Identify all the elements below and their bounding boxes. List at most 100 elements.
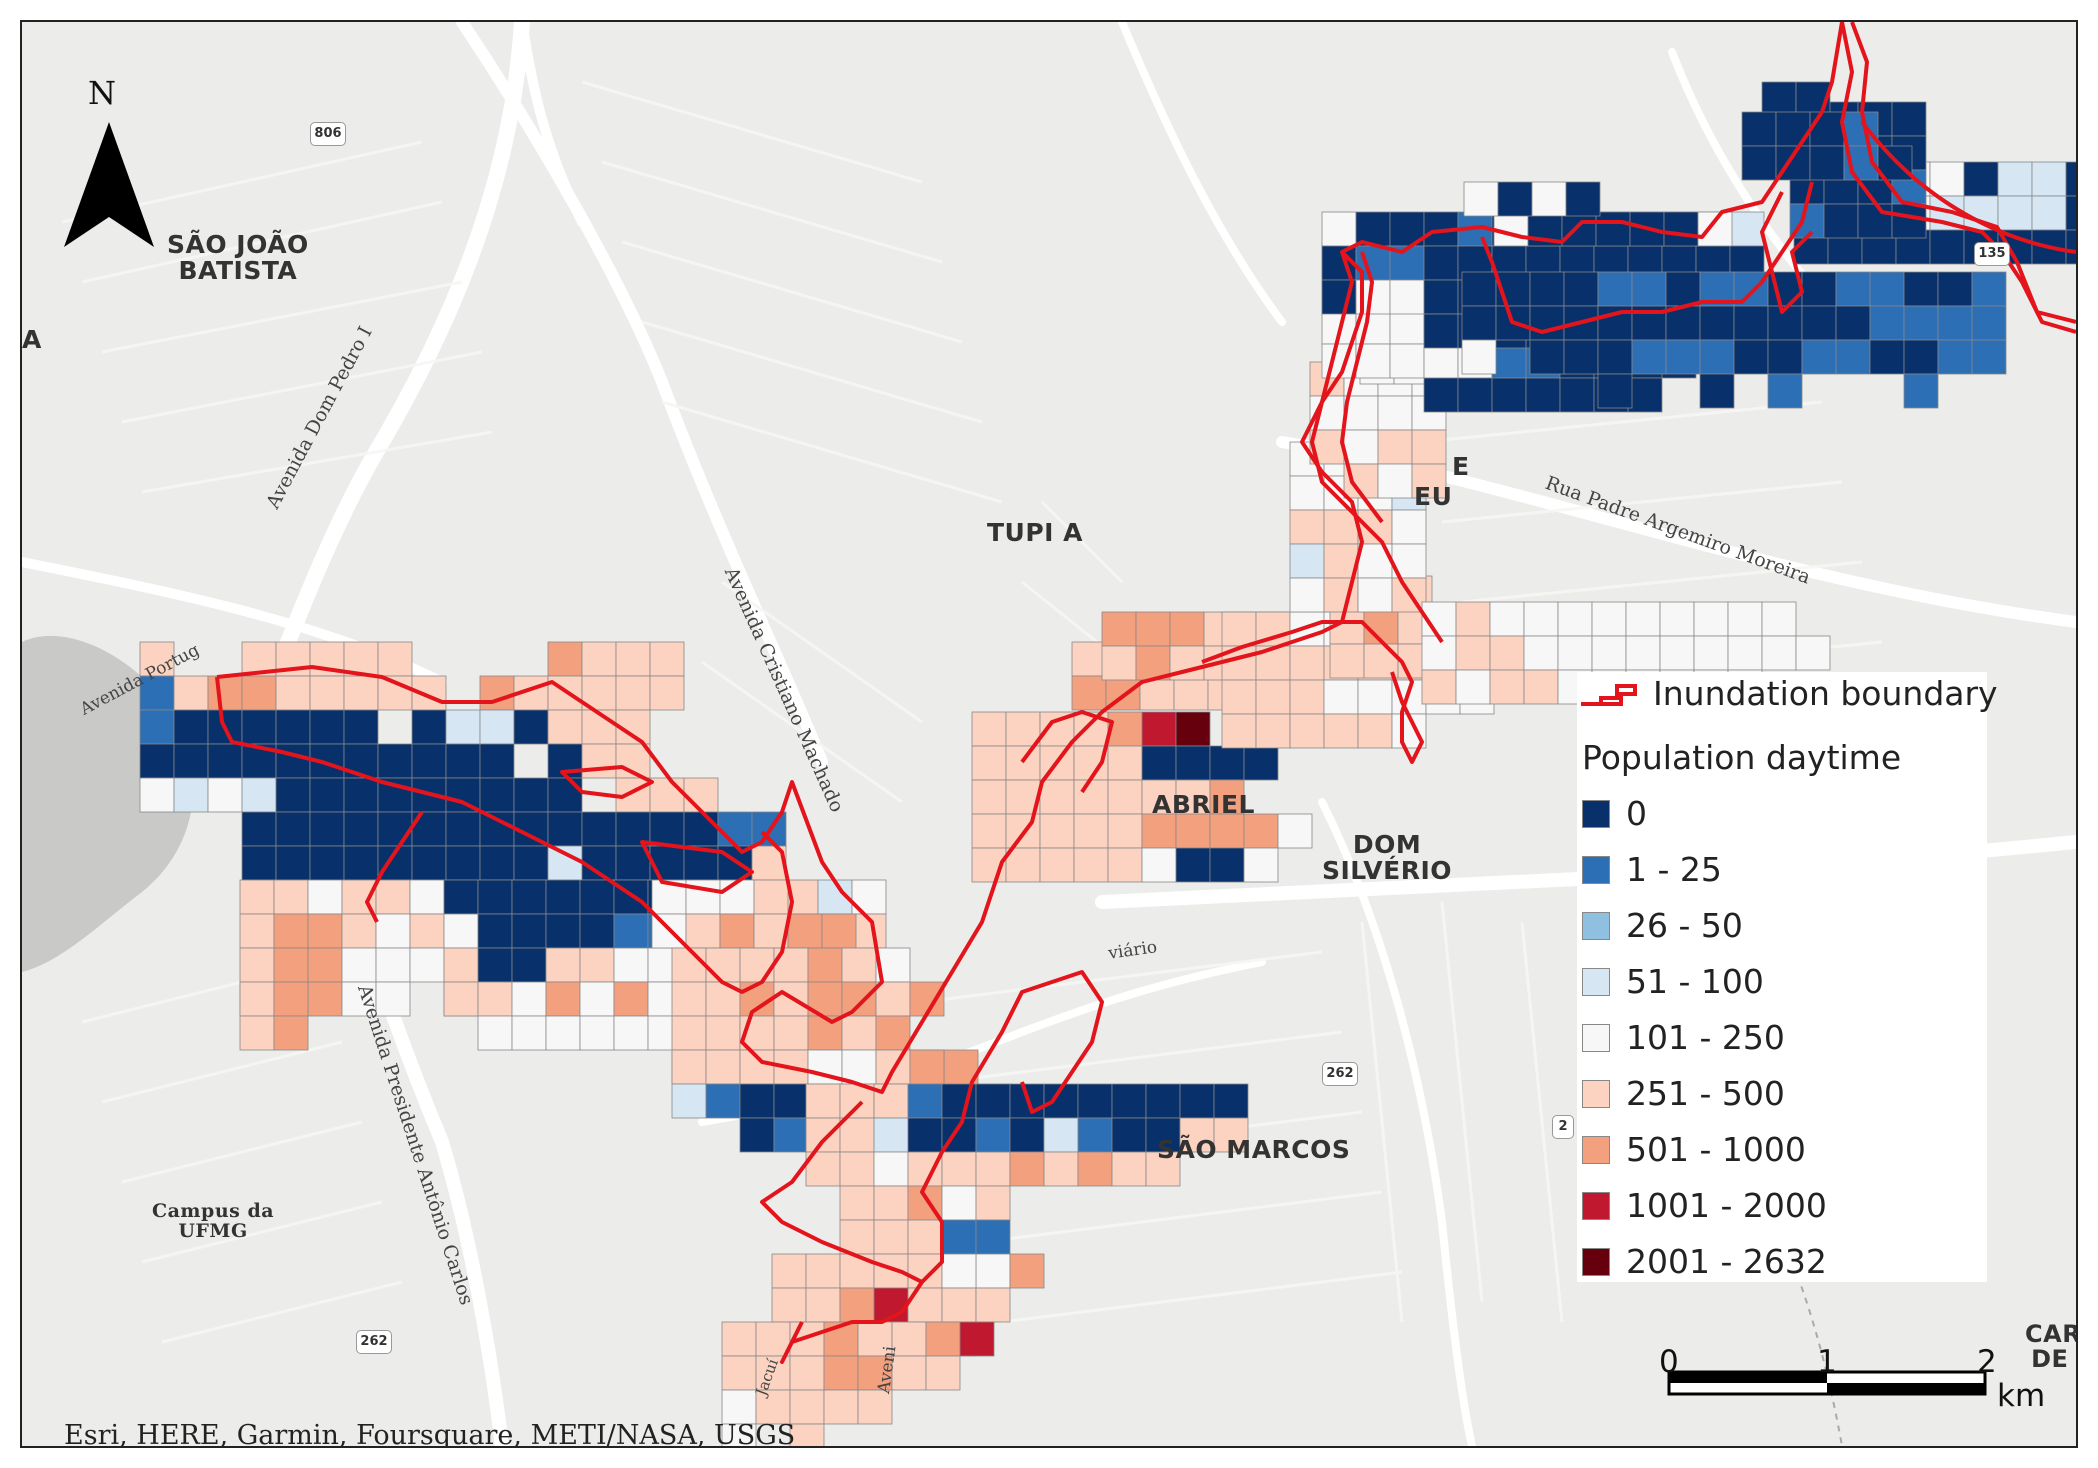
population-cell: [1835, 305, 1871, 341]
population-cell: [1107, 813, 1143, 849]
population-cell: [705, 1015, 741, 1051]
population-cell: [579, 913, 615, 949]
population-cell: [411, 845, 447, 881]
population-cell: [907, 1117, 943, 1153]
population-cell: [173, 675, 209, 711]
population-cell: [307, 913, 343, 949]
population-cell: [139, 709, 175, 745]
legend-swatch: [1582, 1023, 1610, 1052]
population-cell: [839, 1151, 875, 1187]
population-cell: [579, 1015, 615, 1051]
population-cell: [1461, 339, 1497, 375]
population-cell: [2065, 195, 2076, 231]
population-cell: [479, 777, 515, 813]
population-cell: [1529, 339, 1565, 375]
population-cell: [873, 1219, 909, 1255]
population-cell: [511, 947, 547, 983]
population-cell: [1561, 211, 1597, 247]
population-cell: [513, 709, 549, 745]
legend-swatch: [1582, 1247, 1610, 1276]
population-cell: [671, 981, 707, 1017]
population-cell: [721, 1321, 757, 1357]
population-cell: [1321, 211, 1357, 247]
population-cell: [1801, 339, 1837, 375]
legend-swatch: [1582, 855, 1610, 884]
population-cell: [275, 675, 311, 711]
population-cell: [1997, 195, 2033, 231]
population-cell: [841, 1049, 877, 1085]
population-cell: [1323, 713, 1359, 749]
population-cell: [1357, 713, 1393, 749]
population-cell: [1937, 339, 1973, 375]
population-cell: [1377, 463, 1413, 499]
population-cell: [511, 913, 547, 949]
population-cell: [1997, 161, 2033, 197]
population-cell: [1733, 339, 1769, 375]
legend-class-row: 26 - 50: [1582, 906, 1743, 945]
population-cell: [241, 811, 277, 847]
population-cell: [375, 913, 411, 949]
population-cell: [273, 913, 309, 949]
population-cell: [1423, 313, 1459, 349]
place-campus-ufmg: Campus da UFMG: [152, 1200, 275, 1242]
map-frame[interactable]: SÃO JOÃO BATISTA TUPI A ABRIEL DOM SILVÉ…: [20, 20, 2078, 1448]
population-cell: [615, 845, 651, 881]
legend-class-label: 26 - 50: [1626, 906, 1743, 945]
population-cell: [241, 777, 277, 813]
population-cell: [1659, 635, 1695, 671]
population-cell: [1529, 271, 1565, 307]
population-cell: [2031, 195, 2067, 231]
population-cell: [1289, 645, 1325, 681]
population-cell: [1455, 601, 1491, 637]
population-cell: [615, 641, 651, 677]
population-cell: [717, 811, 753, 847]
population-cell: [1243, 745, 1279, 781]
population-cell: [649, 811, 685, 847]
population-cell: [239, 1015, 275, 1051]
map-attribution: Esri, HERE, Garmin, Foursquare, METI/NAS…: [64, 1420, 796, 1448]
population-cell: [1213, 1083, 1249, 1119]
population-cell: [873, 1185, 909, 1221]
population-cell: [307, 981, 343, 1017]
population-cell: [445, 743, 481, 779]
population-cell: [1869, 305, 1905, 341]
population-cell: [839, 1185, 875, 1221]
population-cell: [805, 1253, 841, 1289]
population-cell: [1523, 601, 1559, 637]
population-cell: [671, 1049, 707, 1085]
population-cell: [971, 745, 1007, 781]
population-cell: [547, 709, 583, 745]
population-cell: [139, 743, 175, 779]
population-cell: [613, 1015, 649, 1051]
population-cell: [719, 913, 755, 949]
population-cell: [1145, 1117, 1181, 1153]
population-cell: [1139, 675, 1175, 711]
population-cell: [1489, 669, 1525, 705]
population-cell: [1523, 635, 1559, 671]
population-cell: [411, 743, 447, 779]
population-cell: [721, 1423, 757, 1446]
population-cell: [309, 709, 345, 745]
population-cell: [1937, 305, 1973, 341]
population-cell: [1323, 679, 1359, 715]
shield-262-b: 262: [356, 1330, 392, 1354]
population-cell: [341, 981, 377, 1017]
shield-806: 806: [310, 122, 346, 146]
population-cell: [1005, 711, 1041, 747]
population-cell: [1891, 101, 1927, 137]
population-cell: [1591, 635, 1627, 671]
population-cell: [207, 675, 243, 711]
population-cell: [1009, 1117, 1045, 1153]
scale-label-0: 0: [1659, 1344, 1679, 1380]
population-cell: [721, 1355, 757, 1391]
population-cell: [1463, 181, 1499, 217]
population-cell: [1455, 635, 1491, 671]
population-cell: [1697, 211, 1733, 247]
population-cell: [1801, 271, 1837, 307]
population-cell: [685, 913, 721, 949]
population-cell: [477, 879, 513, 915]
legend-class-label: 51 - 100: [1626, 962, 1764, 1001]
population-cell: [1343, 429, 1379, 465]
population-cell: [805, 1117, 841, 1153]
population-cell: [1243, 813, 1279, 849]
